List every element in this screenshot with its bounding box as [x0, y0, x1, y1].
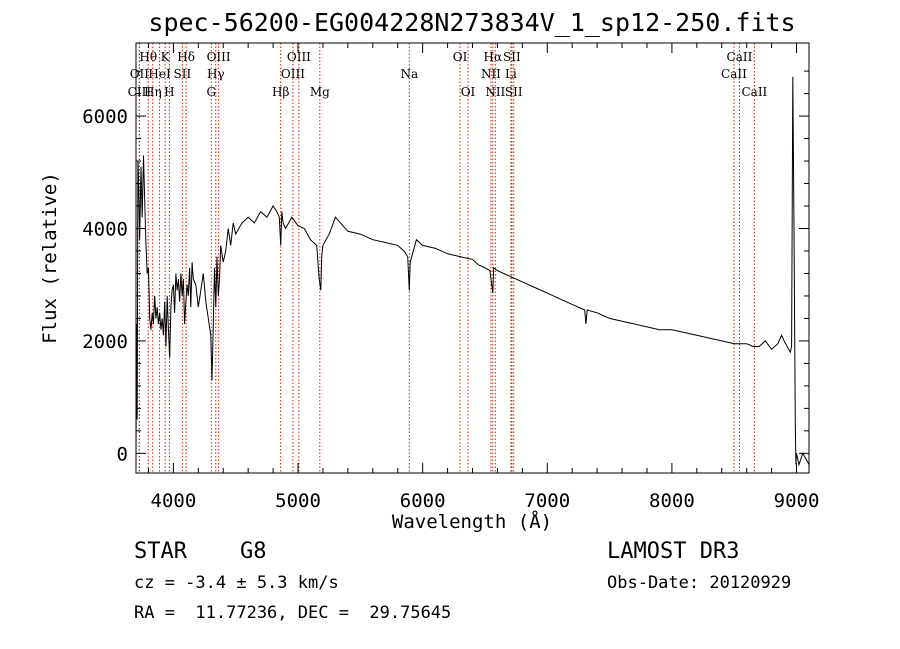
line-marker-label: Li	[505, 67, 517, 81]
coordinates: RA = 11.77236, DEC = 29.75645	[134, 603, 452, 623]
line-marker-label: Na	[400, 67, 418, 81]
line-marker-label: SII	[505, 85, 523, 99]
line-marker-label: OIII	[207, 50, 231, 64]
y-tick-label: 2000	[82, 331, 128, 353]
line-marker-label: NII	[481, 67, 501, 81]
line-marker-label: Hα	[484, 50, 503, 64]
plot-frame	[135, 42, 810, 474]
line-marker-label: OIII	[281, 67, 305, 81]
line-marker-label: SII	[503, 50, 521, 64]
line-marker-label: Hδ	[177, 50, 195, 64]
line-marker-label: CaII	[727, 50, 753, 64]
survey-name: LAMOST DR3	[607, 539, 740, 564]
line-marker-label: OI	[461, 85, 476, 99]
object-type: STAR	[134, 539, 187, 564]
line-marker-label: NII	[485, 85, 505, 99]
line-marker-label: H	[164, 85, 174, 99]
line-marker-label: OIII	[287, 50, 311, 64]
x-tick-label: 7000	[524, 490, 570, 512]
line-markers	[138, 43, 755, 473]
chart-title: spec-56200-EG004228N273834V_1_sp12-250.f…	[148, 8, 795, 37]
y-tick-label: 6000	[82, 106, 128, 128]
line-marker-label: Hη	[144, 85, 162, 99]
x-tick-label: 5000	[275, 490, 321, 512]
x-tick-label: 9000	[774, 490, 820, 512]
obs-date: Obs-Date: 20120929	[607, 573, 792, 593]
x-axis-label: Wavelength (Å)	[392, 510, 552, 533]
line-marker-label: CaII	[721, 67, 747, 81]
line-marker-label: Hγ	[207, 67, 225, 81]
y-axis-label: Flux (relative)	[39, 172, 61, 344]
spectrum-line	[135, 76, 810, 467]
line-marker-label: OI	[453, 50, 468, 64]
y-tick-label: 0	[117, 443, 128, 465]
line-marker-label: G	[206, 85, 216, 99]
line-marker-label: K	[161, 50, 171, 64]
x-tick-label: 4000	[151, 490, 197, 512]
line-marker-label: Mg	[310, 85, 330, 99]
x-tick-label: 6000	[400, 490, 446, 512]
x-tick-label: 8000	[649, 490, 695, 512]
line-marker-label: Hβ	[272, 85, 289, 99]
redshift-cz: cz = -3.4 ± 5.3 km/s	[134, 573, 339, 593]
line-marker-label: Hθ	[139, 50, 157, 64]
y-axis: 0 2000 4000 6000	[82, 70, 809, 465]
x-axis: 4000 5000 6000 7000 8000 9000	[147, 43, 820, 512]
line-marker-label: SII	[174, 67, 192, 81]
line-marker-label: HeI	[148, 67, 171, 81]
line-marker-label: CaII	[741, 85, 767, 99]
line-marker-label: CIII	[128, 85, 152, 99]
line-marker-label: OII	[130, 67, 150, 81]
y-tick-label: 4000	[82, 218, 128, 240]
subclass: G8	[240, 539, 267, 564]
